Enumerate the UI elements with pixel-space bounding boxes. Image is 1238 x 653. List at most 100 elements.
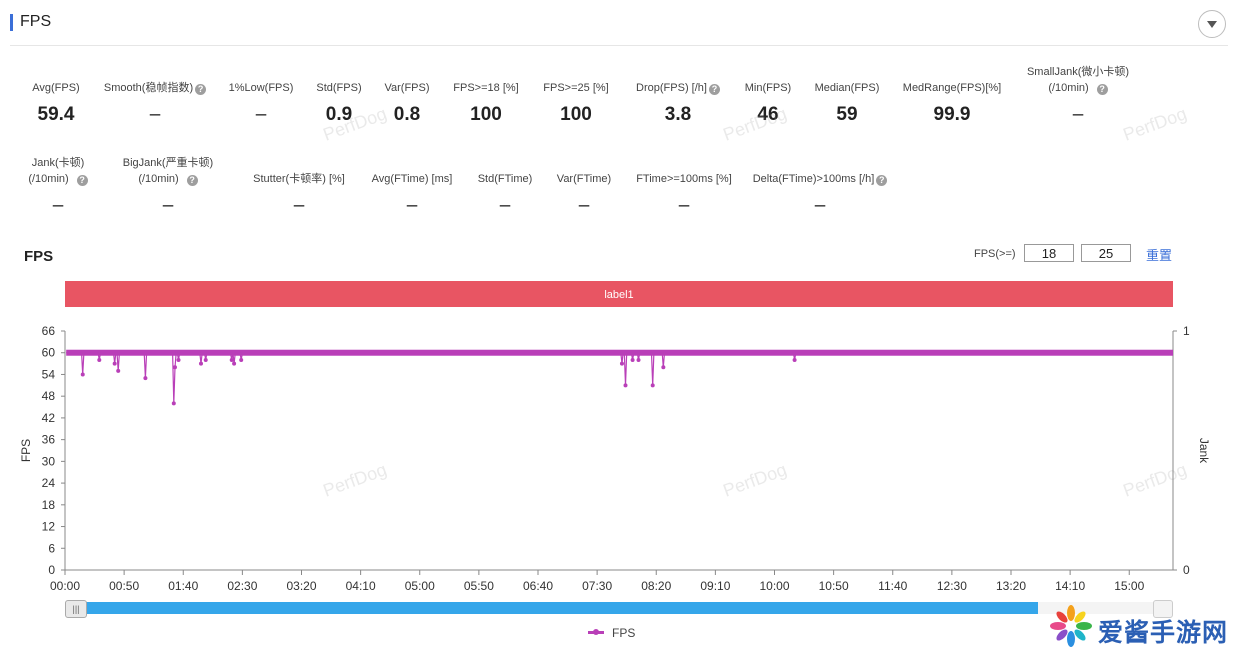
metric-label-unit: (/10min)? [93,171,243,187]
metric-103: Avg(FTime) [ms] – [337,171,487,217]
legend-fps-label: FPS [612,626,636,640]
metric-0: Avg(FPS) 59.4 [0,80,131,126]
logo-text: 爱酱手游网 [1098,619,1229,647]
y-tick-label: 0 [48,563,55,577]
metric-value: 100 [470,104,502,125]
fps-data-point [623,383,628,388]
metric-101: BigJank(严重卡顿) (/10min)? – [93,155,243,217]
x-tick-label: 15:00 [1114,579,1144,593]
y-tick-label: 54 [42,367,56,381]
metric-label-unit: (/10min)? [0,171,133,187]
fps-threshold-input-2[interactable] [1081,244,1131,262]
fps-threshold-input-1[interactable] [1024,244,1074,262]
y-tick-label: 48 [42,389,56,403]
fps-data-point [630,357,635,362]
time-range-slider[interactable]: ||| [65,600,1173,618]
metric-label: Jank(卡顿) [31,157,85,169]
y-tick-label: 66 [42,324,56,338]
x-tick-label: 10:00 [759,579,789,593]
section-title: FPS [20,13,52,30]
metric-label: BigJank(严重卡顿) [122,157,214,169]
metric-label: Stutter(卡顿率) [%] [253,173,345,185]
metric-label: FPS>=25 [%] [543,82,609,94]
x-tick-label: 10:50 [819,579,849,593]
help-icon[interactable]: ? [708,84,720,95]
metric-9: Median(FPS) 59 [772,80,922,126]
metric-value: 46 [757,104,779,125]
metric-label: MedRange(FPS)[%] [902,82,1002,94]
metric-label: Avg(FPS) [32,82,80,94]
y2-axis-label: Jank [1197,438,1211,464]
fps-data-point [661,365,666,370]
metric-value: 0.9 [325,104,353,125]
x-tick-label: 05:00 [405,579,435,593]
help-icon[interactable]: ? [76,175,88,186]
help-icon[interactable]: ? [876,175,888,186]
fps-data-point [97,357,102,362]
metric-value: – [293,195,305,216]
fps-data-point [203,357,208,362]
metric-1: Smooth(稳帧指数)? – [80,80,230,126]
metric-7: Drop(FPS) [/h]? 3.8 [603,80,753,126]
metric-label: 1%Low(FPS) [228,82,294,94]
metric-100: Jank(卡顿) (/10min)? – [0,155,133,217]
fps-data-point [172,365,177,370]
fps-data-point [143,376,148,381]
x-tick-label: 07:30 [582,579,612,593]
x-tick-label: 09:10 [700,579,730,593]
metric-value: – [149,104,161,125]
label-band[interactable]: label1 [65,281,1173,307]
fps-data-point [232,361,237,366]
metric-label: Var(FPS) [384,82,430,94]
legend-fps-swatch [588,629,604,635]
metric-value: 99.9 [933,104,971,125]
metric-value: – [255,104,267,125]
help-icon[interactable]: ? [195,84,207,95]
metric-label: Std(FTime) [477,173,533,185]
metric-4: Var(FPS) 0.8 [332,80,482,126]
x-tick-label: 05:50 [464,579,494,593]
collapse-button[interactable] [1198,10,1226,38]
x-tick-label: 13:20 [996,579,1026,593]
help-icon[interactable]: ? [186,175,198,186]
y-tick-label: 36 [42,433,56,447]
fps-data-point [176,357,181,362]
metric-value: – [1072,104,1084,125]
metric-6: FPS>=25 [%] 100 [501,80,651,126]
x-tick-label: 00:50 [109,579,139,593]
metric-value: – [814,195,826,216]
metric-value: 0.8 [393,104,421,125]
metric-104: Std(FTime) – [430,171,580,217]
slider-handle-right[interactable] [1153,600,1173,618]
x-tick-label: 06:40 [523,579,553,593]
metric-value: 59 [836,104,858,125]
metric-value: – [578,195,590,216]
slider-handle-left[interactable]: ||| [65,600,87,618]
metric-107: Delta(FTime)>100ms [/h]? – [745,171,895,217]
x-tick-label: 01:40 [168,579,198,593]
fps-data-point [619,361,624,366]
x-tick-label: 14:10 [1055,579,1085,593]
x-tick-label: 03:20 [286,579,316,593]
metric-label: Delta(FTime)>100ms [/h]? [745,171,895,187]
site-logo: 爱酱手游网 [1048,603,1232,651]
metric-label: FPS>=18 [%] [453,82,519,94]
chart-legend[interactable]: FPS [588,626,635,640]
y-tick-label: 18 [42,498,56,512]
reset-link[interactable]: 重置 [1146,248,1173,263]
x-tick-label: 08:20 [641,579,671,593]
help-icon[interactable]: ? [1096,84,1108,95]
metric-10: MedRange(FPS)[%] 99.9 [877,80,1027,126]
fps-data-point [792,357,797,362]
y-tick-label: 12 [42,520,56,534]
x-tick-label: 00:00 [50,579,80,593]
slider-selected-range[interactable] [77,602,1038,614]
fps-data-point [80,372,85,377]
metric-label: Min(FPS) [744,82,792,94]
metric-11: SmallJank(微小卡顿) (/10min)? – [1003,64,1153,126]
fps-data-point [171,401,176,406]
metric-value: – [499,195,511,216]
metric-2: 1%Low(FPS) – [186,80,336,126]
metric-value: – [162,195,174,216]
metric-value: – [406,195,418,216]
